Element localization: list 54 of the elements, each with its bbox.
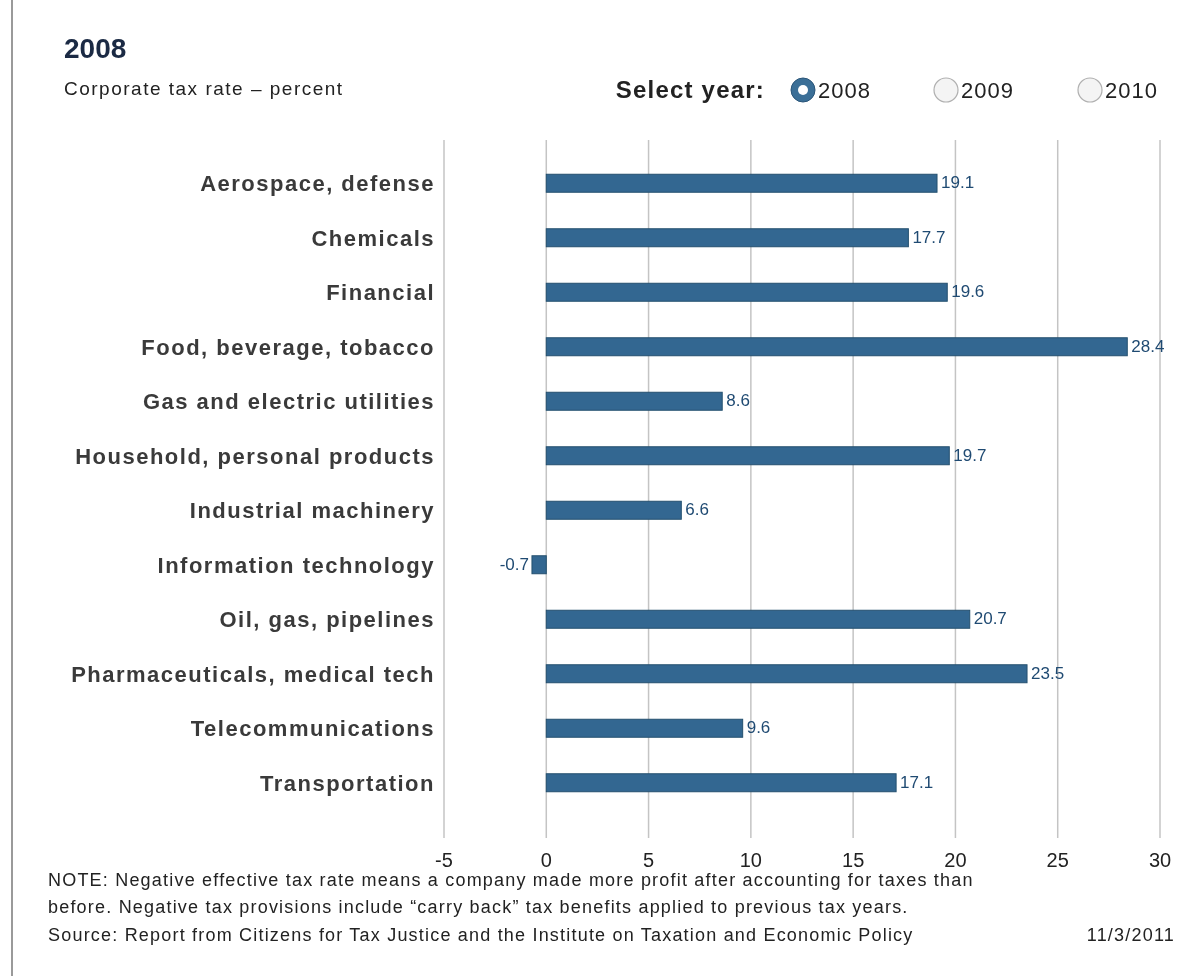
data-label: 17.7 xyxy=(912,227,946,247)
bar xyxy=(545,500,682,520)
y-tick-label: Industrial machinery xyxy=(189,498,435,524)
data-label: 9.6 xyxy=(746,718,771,738)
text: 2009 xyxy=(961,78,1014,103)
bar xyxy=(545,228,909,248)
bar xyxy=(531,555,547,575)
y-tick-label: Pharmaceuticals, medical tech xyxy=(71,661,435,687)
data-label: 23.5 xyxy=(1031,663,1065,683)
text: before. Negative tax provisions include “carry back” tax benefits applied to previous tax years. xyxy=(48,897,909,917)
y-tick-label: Gas and electric utilities xyxy=(142,389,435,415)
data-label: 8.6 xyxy=(726,391,750,411)
x-tick-label: 15 xyxy=(842,849,865,871)
chart-title: 2008 xyxy=(818,78,871,103)
y-tick-label: Food, beverage, tobacco xyxy=(141,334,435,360)
text: 11/3/2011 xyxy=(1086,925,1175,945)
data-label: 19.6 xyxy=(951,282,985,302)
text: NOTE: Negative effective tax rate means a company made more profit after accounting for taxes than xyxy=(48,870,974,890)
x-tick-label: 30 xyxy=(1148,849,1172,871)
data-label: 17.1 xyxy=(900,772,934,792)
y-tick-label: Telecommunications xyxy=(190,716,435,742)
y-tick-label: Financial xyxy=(326,280,435,306)
y-tick-label: Oil, gas, pipelines xyxy=(219,607,435,633)
text: 2010 xyxy=(1105,78,1158,103)
x-tick-label: 25 xyxy=(1046,849,1069,871)
data-label: -0.7 xyxy=(499,554,529,574)
x-tick-label: 20 xyxy=(944,849,967,871)
bar xyxy=(545,718,744,738)
bar xyxy=(545,773,897,793)
x-tick-label: 5 xyxy=(643,849,655,871)
bar xyxy=(545,391,723,411)
data-label: 28.4 xyxy=(1131,336,1165,356)
y-tick-label: Chemicals xyxy=(311,225,435,251)
y-tick-label: Transportation xyxy=(259,770,435,796)
text: 2008 xyxy=(64,33,127,64)
bar xyxy=(545,609,971,629)
bar xyxy=(545,282,948,302)
text: Select year: xyxy=(615,76,765,103)
data-label: 6.6 xyxy=(685,500,709,520)
x-tick-label: 10 xyxy=(739,849,762,871)
y-tick-label: Household, personal products xyxy=(75,443,435,469)
data-label: 19.1 xyxy=(941,173,975,193)
data-label: 19.7 xyxy=(953,445,987,465)
source-note: Source: Report from Citizens for Tax Justice and the Institute on Taxation and Economic Policy xyxy=(48,925,914,945)
text: Corporate tax rate – percent xyxy=(64,78,344,99)
bar xyxy=(545,173,938,193)
bar xyxy=(545,446,950,466)
bar xyxy=(545,337,1128,357)
bar xyxy=(545,664,1028,684)
x-tick-label: 0 xyxy=(540,849,552,871)
x-tick-label: -5 xyxy=(435,849,453,871)
y-tick-label: Information technology xyxy=(157,552,435,578)
y-tick-label: Aerospace, defense xyxy=(200,171,435,197)
data-label: 20.7 xyxy=(973,609,1007,629)
